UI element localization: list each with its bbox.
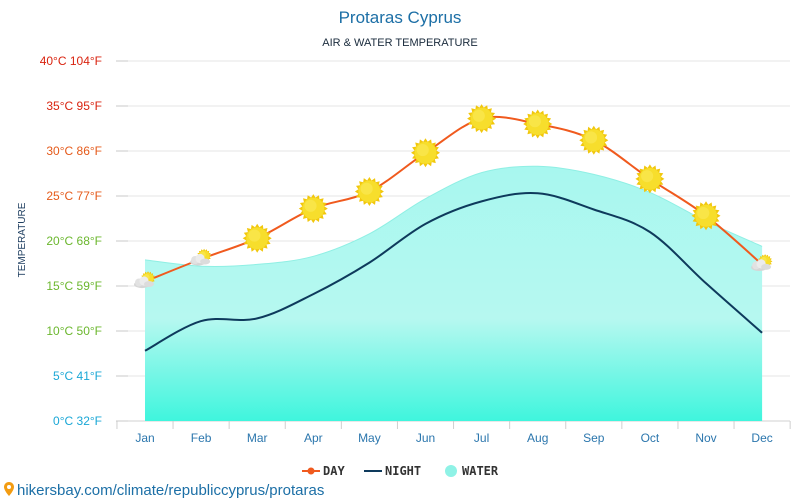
y-tick-label: 25°C 77°F <box>46 189 102 203</box>
y-axis-label: TEMPERATURE <box>17 202 28 277</box>
sun-icon <box>411 138 440 168</box>
x-tick-label: Jan <box>135 431 154 445</box>
x-tick-label: Sep <box>583 431 605 445</box>
sun-icon <box>635 164 665 194</box>
water-series <box>144 165 763 421</box>
sun-icon <box>579 125 609 155</box>
sun-icon <box>691 201 721 231</box>
partly-cloudy-icon <box>190 248 212 266</box>
x-tick-label: Feb <box>191 431 212 445</box>
location-pin-icon <box>4 482 14 496</box>
y-tick-label: 35°C 95°F <box>46 99 102 113</box>
partly-cloudy-icon <box>751 254 773 271</box>
source-link[interactable]: hikersbay.com/climate/republiccyprus/pro… <box>4 482 324 499</box>
legend-item-water[interactable]: WATER <box>445 464 499 478</box>
sun-icon <box>298 194 328 224</box>
y-tick-label: 10°C 50°F <box>46 324 102 338</box>
legend-label-day: DAY <box>323 464 345 478</box>
sun-icon <box>467 104 497 134</box>
legend-item-night[interactable]: NIGHT <box>364 464 421 478</box>
sun-icon <box>354 177 384 206</box>
night-line <box>144 192 763 352</box>
y-tick-label: 15°C 59°F <box>46 279 102 293</box>
x-tick-label: May <box>358 431 381 445</box>
y-tick-label: 30°C 86°F <box>46 144 102 158</box>
water-line <box>144 165 763 267</box>
y-tick-label: 5°C 41°F <box>53 369 102 383</box>
x-tick-label: Mar <box>247 431 268 445</box>
x-tick-label: Nov <box>695 431 716 445</box>
y-tick-label: 40°C 104°F <box>40 54 102 68</box>
x-axis-ticks: Jan Feb Mar Apr May Jun Jul Aug Sep Oct Nov Dec <box>135 431 772 445</box>
y-tick-label: 0°C 32°F <box>53 414 102 428</box>
legend-label-water: WATER <box>462 464 499 478</box>
source-url: hikersbay.com/climate/republiccyprus/pro… <box>17 482 324 499</box>
partly-cloudy-icon <box>134 271 156 289</box>
legend: DAY NIGHT WATER <box>302 464 499 478</box>
legend-label-night: NIGHT <box>385 464 421 478</box>
x-tick-label: Aug <box>527 431 548 445</box>
y-tick-label: 20°C 68°F <box>46 234 102 248</box>
x-tick-label: Jun <box>416 431 435 445</box>
night-series <box>144 192 763 352</box>
y-axis-ticks: 0°C 32°F 5°C 41°F 10°C 50°F 15°C 59°F 20°C 6… <box>40 54 128 428</box>
legend-item-day[interactable]: DAY <box>302 464 345 478</box>
sun-icon <box>242 223 272 253</box>
x-tick-label: Dec <box>751 431 772 445</box>
sun-icon <box>523 109 553 139</box>
chart-subtitle: AIR & WATER TEMPERATURE <box>322 37 477 49</box>
x-tick-label: Apr <box>304 431 323 445</box>
water-area <box>145 166 763 421</box>
chart-title: Protaras Cyprus <box>339 8 462 27</box>
x-tick-label: Jul <box>474 431 489 445</box>
x-tick-label: Oct <box>641 431 660 445</box>
weather-icons <box>134 104 773 289</box>
